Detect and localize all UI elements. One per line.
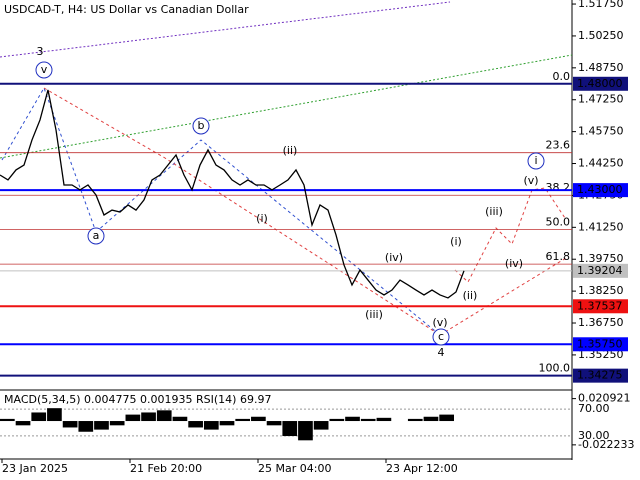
y-tick-label: 1.51750 bbox=[578, 0, 624, 10]
macd-bar bbox=[266, 421, 282, 426]
wave-label: (iv) bbox=[385, 251, 403, 264]
wave-label: (iii) bbox=[485, 205, 503, 218]
x-tick-label: 23 Jan 2025 bbox=[2, 462, 68, 475]
wave-label: (ii) bbox=[463, 289, 478, 302]
forecast-line bbox=[439, 257, 567, 336]
macd-bar bbox=[94, 421, 109, 430]
wave-label: c bbox=[438, 330, 444, 343]
macd-bar bbox=[47, 408, 62, 422]
macd-bar bbox=[15, 421, 31, 426]
indicator-title: MACD(5,34,5) 0.004775 0.001935 RSI(14) 6… bbox=[4, 393, 271, 406]
macd-bar bbox=[62, 421, 78, 428]
wave-label: a bbox=[93, 229, 100, 242]
wave-label: (iii) bbox=[365, 308, 383, 321]
macd-bar bbox=[172, 416, 188, 422]
wave-label: (i) bbox=[256, 212, 268, 225]
macd-bar bbox=[219, 421, 235, 426]
trend-line bbox=[0, 1, 451, 58]
wave-label: (i) bbox=[450, 235, 462, 248]
fib-label: 38.2 bbox=[546, 181, 571, 194]
rsi-level-label: 70.00 bbox=[578, 402, 610, 415]
wave-label: (iv) bbox=[505, 257, 523, 270]
fib-label: 0.0 bbox=[553, 70, 571, 83]
macd-bar bbox=[109, 421, 125, 426]
level-label: 1.34275 bbox=[577, 369, 623, 382]
trend-line bbox=[0, 54, 573, 159]
macd-bar bbox=[407, 418, 423, 422]
wave-label: i bbox=[534, 154, 537, 167]
price-line bbox=[0, 89, 465, 299]
macd-bar bbox=[31, 412, 47, 422]
level-label: 1.39204 bbox=[577, 264, 623, 277]
rsi-level-label: 30.00 bbox=[578, 429, 610, 442]
wave-line bbox=[95, 139, 441, 336]
wave-circle bbox=[87, 227, 105, 245]
fib-label: 100.0 bbox=[539, 362, 571, 375]
macd-bar bbox=[0, 418, 15, 422]
level-box bbox=[573, 337, 628, 352]
level-label: 1.35750 bbox=[577, 337, 623, 350]
macd-bar bbox=[125, 414, 141, 422]
level-box bbox=[573, 299, 628, 314]
macd-bar bbox=[203, 421, 219, 430]
macd-bar bbox=[360, 418, 376, 422]
macd-bar bbox=[235, 418, 251, 422]
level-label: 1.48000 bbox=[577, 77, 623, 90]
wave-label: 4 bbox=[438, 346, 445, 359]
y-tick-label: 1.41250 bbox=[578, 220, 624, 233]
level-box bbox=[573, 368, 628, 383]
level-label: 1.43000 bbox=[577, 183, 623, 196]
level-box bbox=[573, 183, 628, 198]
y-tick-label: 1.47250 bbox=[578, 93, 624, 106]
x-tick-label: 23 Apr 12:00 bbox=[386, 462, 458, 475]
macd-bar bbox=[282, 421, 298, 437]
macd-bar bbox=[251, 416, 266, 422]
wave-label: (ii) bbox=[283, 144, 298, 157]
wave-label: v bbox=[41, 63, 48, 76]
y-tick-label: 1.39750 bbox=[578, 252, 624, 265]
macd-bar bbox=[298, 421, 313, 441]
macd-bar bbox=[345, 416, 360, 422]
macd-bar bbox=[188, 421, 203, 428]
macd-bar bbox=[141, 412, 156, 422]
wave-label: b bbox=[198, 119, 205, 132]
y-tick-label: 1.44250 bbox=[578, 157, 624, 170]
chart-title: USDCAD-T, H4: US Dollar vs Canadian Doll… bbox=[4, 3, 249, 16]
wave-circle bbox=[432, 328, 450, 346]
wave-circle bbox=[527, 152, 545, 170]
x-tick-label: 21 Feb 20:00 bbox=[130, 462, 202, 475]
x-tick-label: 25 Mar 04:00 bbox=[258, 462, 331, 475]
macd-bar bbox=[439, 414, 454, 422]
y-tick-label: 1.50250 bbox=[578, 29, 624, 42]
level-label: 1.37537 bbox=[577, 299, 623, 312]
y-tick-label: 1.48750 bbox=[578, 61, 624, 74]
macd-bar bbox=[156, 410, 172, 422]
wave-label: (v) bbox=[432, 316, 447, 329]
fib-label: 23.6 bbox=[546, 139, 571, 152]
macd-bar bbox=[313, 421, 329, 430]
macd-bar bbox=[78, 421, 94, 432]
level-box bbox=[573, 263, 628, 278]
fib-label: 50.0 bbox=[546, 216, 571, 229]
y-tick-label: 1.38250 bbox=[578, 284, 624, 297]
wave-circle bbox=[192, 117, 210, 135]
macd-bar bbox=[376, 417, 392, 422]
y-tick-label: 1.36750 bbox=[578, 316, 624, 329]
fib-label: 61.8 bbox=[546, 250, 571, 263]
indicator-tick-label: 0.020921 bbox=[578, 392, 631, 405]
wave-circle bbox=[35, 61, 53, 79]
macd-bar bbox=[329, 418, 345, 422]
wave-label: 3 bbox=[37, 45, 44, 58]
indicator-tick-label: -0.022233 bbox=[578, 438, 634, 451]
macd-bar bbox=[423, 416, 439, 422]
wave-label: (v) bbox=[523, 174, 538, 187]
y-tick-label: 1.45750 bbox=[578, 125, 624, 138]
level-box bbox=[573, 76, 628, 91]
